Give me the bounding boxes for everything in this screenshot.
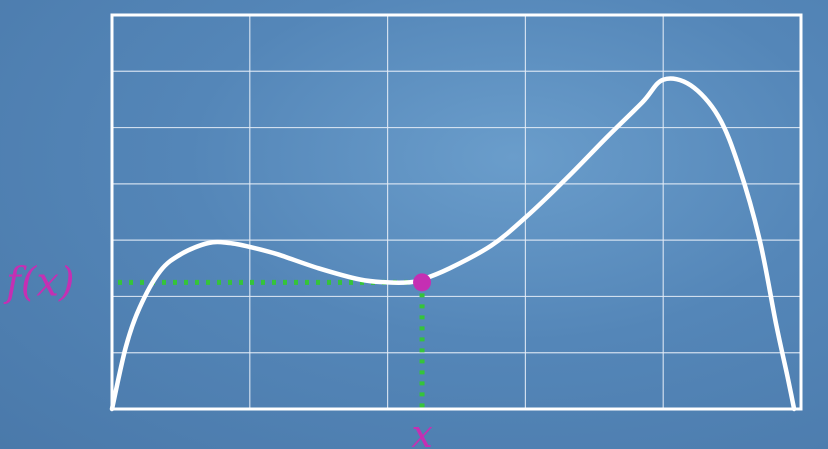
plot-frame <box>110 13 803 411</box>
plot-grid <box>110 13 803 411</box>
function-curve <box>109 76 797 412</box>
highlight-point-layer <box>413 273 432 292</box>
x-label: x <box>411 412 432 449</box>
function-curve-layer <box>109 76 797 412</box>
highlight-point <box>413 273 432 292</box>
guide-lines <box>118 279 425 411</box>
fx-label: f(x) <box>3 259 75 305</box>
